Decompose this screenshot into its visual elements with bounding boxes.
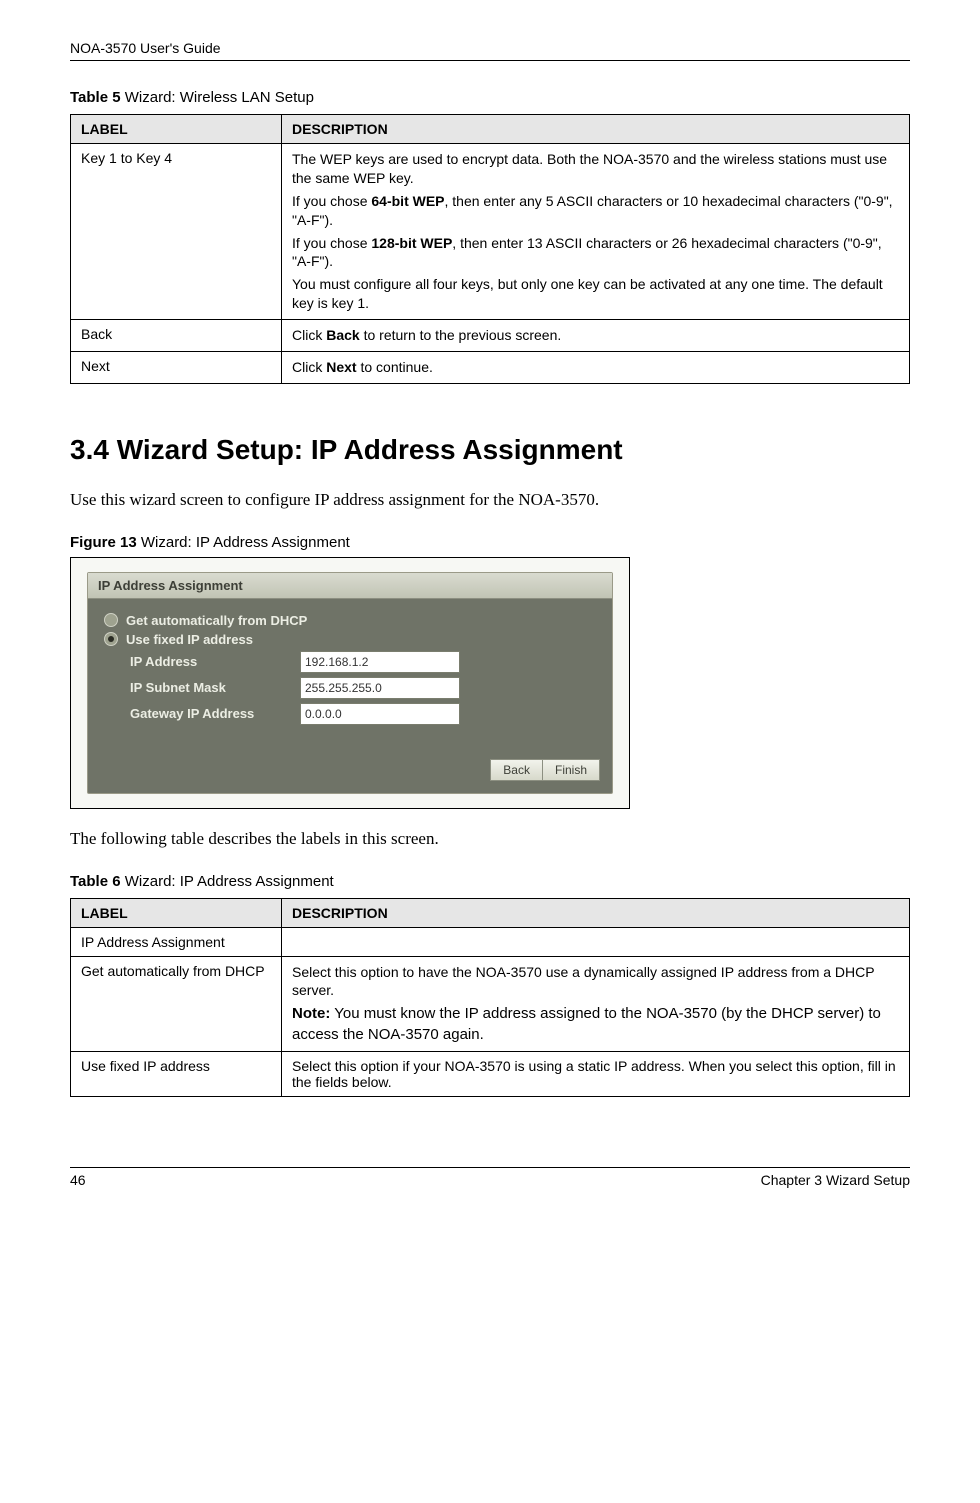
finish-button[interactable]: Finish — [543, 759, 600, 781]
page-number: 46 — [70, 1172, 86, 1188]
table5: LABEL DESCRIPTION Key 1 to Key 4 The WEP… — [70, 114, 910, 384]
radio-icon[interactable] — [104, 613, 118, 627]
table-row: Use fixed IP address Select this option … — [71, 1051, 910, 1096]
table6-col-desc: DESCRIPTION — [282, 898, 910, 927]
back-button[interactable]: Back — [490, 759, 543, 781]
table-row: Next Click Next to continue. — [71, 352, 910, 384]
after-figure-text: The following table describes the labels… — [70, 827, 910, 851]
table5-caption: Table 5 Wizard: Wireless LAN Setup — [70, 89, 910, 106]
subnet-mask-input[interactable] — [300, 677, 460, 699]
ip-address-input[interactable] — [300, 651, 460, 673]
table-row: Get automatically from DHCP Select this … — [71, 956, 910, 1051]
panel-title: IP Address Assignment — [88, 573, 612, 599]
field-ip-address: IP Address — [130, 651, 596, 673]
table6-caption: Table 6 Wizard: IP Address Assignment — [70, 873, 910, 890]
section-heading: 3.4 Wizard Setup: IP Address Assignment — [70, 434, 910, 466]
wizard-screenshot: IP Address Assignment Get automatically … — [70, 557, 630, 809]
figure-caption: Figure 13 Wizard: IP Address Assignment — [70, 534, 910, 551]
page-header: NOA-3570 User's Guide — [70, 40, 910, 61]
button-bar: Back Finish — [88, 759, 612, 781]
table-row: Key 1 to Key 4 The WEP keys are used to … — [71, 144, 910, 320]
table-row: Back Click Back to return to the previou… — [71, 320, 910, 352]
table6-col-label: LABEL — [71, 898, 282, 927]
header-left: NOA-3570 User's Guide — [70, 40, 221, 56]
gateway-input[interactable] — [300, 703, 460, 725]
field-subnet-mask: IP Subnet Mask — [130, 677, 596, 699]
page-footer: 46 Chapter 3 Wizard Setup — [70, 1167, 910, 1188]
table5-col-desc: DESCRIPTION — [282, 115, 910, 144]
section-intro: Use this wizard screen to configure IP a… — [70, 488, 910, 512]
field-gateway: Gateway IP Address — [130, 703, 596, 725]
table6: LABEL DESCRIPTION IP Address Assignment … — [70, 898, 910, 1097]
table-row: IP Address Assignment — [71, 927, 910, 956]
chapter-label: Chapter 3 Wizard Setup — [761, 1172, 910, 1188]
table5-col-label: LABEL — [71, 115, 282, 144]
radio-icon[interactable] — [104, 632, 118, 646]
radio-fixed-ip[interactable]: Use fixed IP address — [104, 632, 596, 647]
ip-assignment-panel: IP Address Assignment Get automatically … — [87, 572, 613, 794]
radio-dhcp[interactable]: Get automatically from DHCP — [104, 613, 596, 628]
